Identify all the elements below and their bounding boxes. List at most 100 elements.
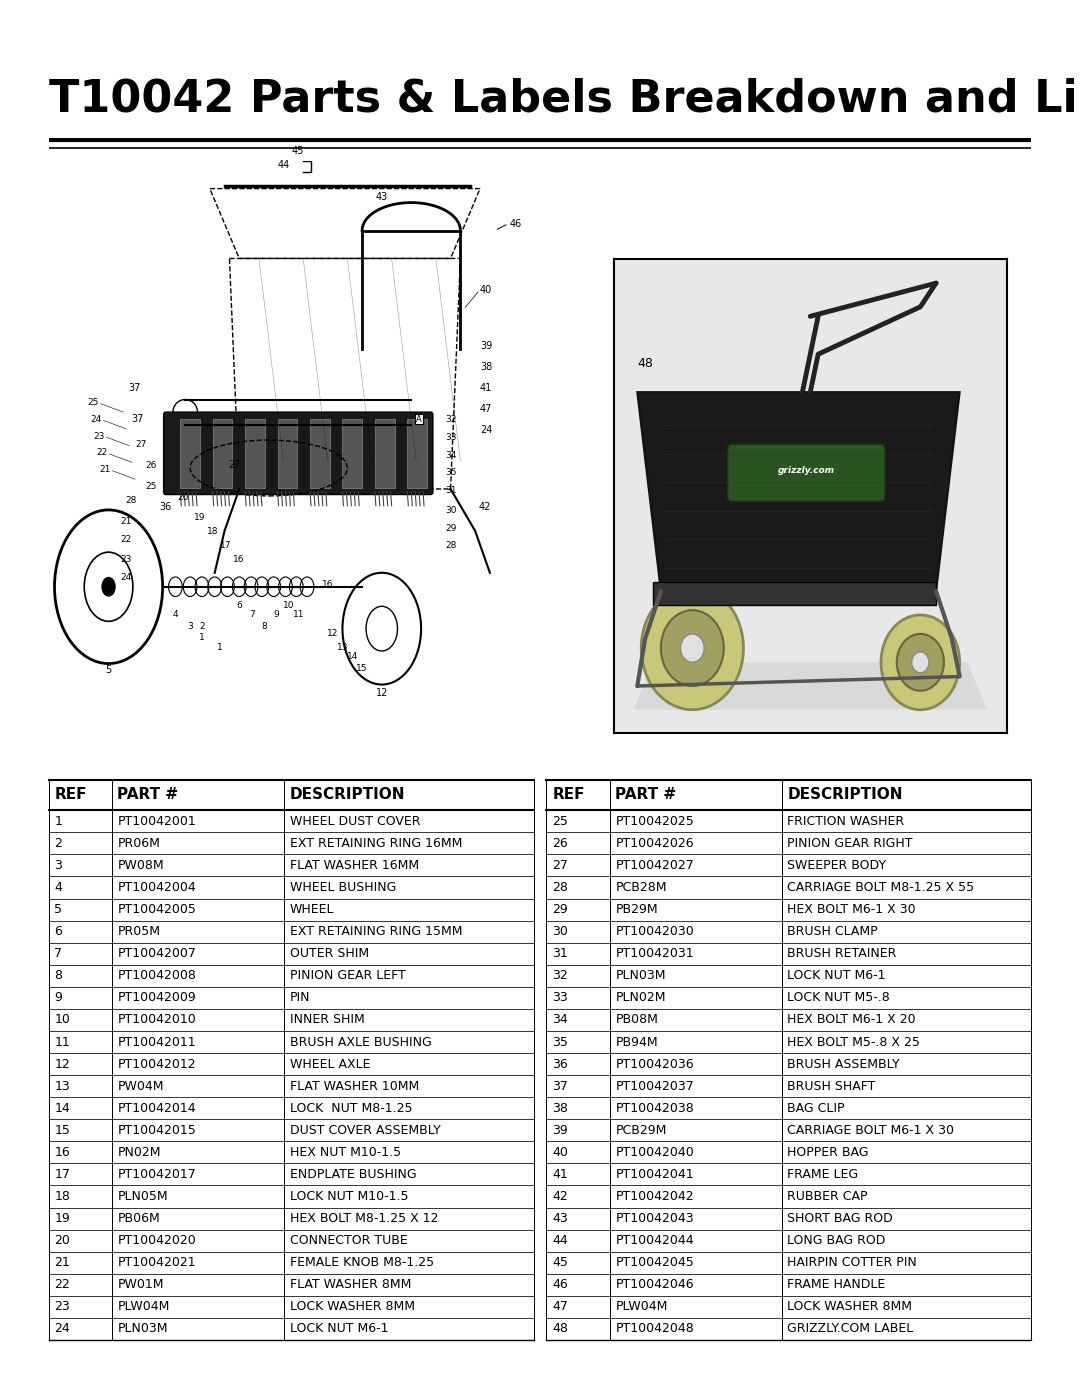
Text: PW01M: PW01M: [118, 1278, 164, 1291]
Text: 41: 41: [481, 383, 492, 393]
Text: 19: 19: [54, 1213, 70, 1225]
Text: 23: 23: [93, 432, 105, 440]
Text: PCB29M: PCB29M: [616, 1123, 666, 1137]
Bar: [407, 419, 427, 488]
Text: PT10042036: PT10042036: [616, 1058, 694, 1070]
Text: 23: 23: [54, 1301, 70, 1313]
Text: 40: 40: [481, 285, 492, 295]
Text: PT10042007: PT10042007: [118, 947, 197, 960]
Text: A: A: [416, 415, 422, 423]
Text: REF: REF: [54, 788, 86, 802]
Text: LONG BAG ROD: LONG BAG ROD: [787, 1234, 886, 1248]
Text: PART #: PART #: [118, 788, 178, 802]
Text: EXT RETAINING RING 16MM: EXT RETAINING RING 16MM: [289, 837, 462, 849]
Text: PT10042038: PT10042038: [616, 1102, 694, 1115]
Text: PART #: PART #: [616, 788, 676, 802]
Text: DESCRIPTION: DESCRIPTION: [787, 788, 903, 802]
Bar: [245, 419, 265, 488]
Text: 5: 5: [54, 902, 63, 916]
Text: 29: 29: [446, 524, 457, 532]
Text: 31: 31: [552, 947, 568, 960]
Text: 22: 22: [121, 535, 132, 543]
Text: FRAME HANDLE: FRAME HANDLE: [787, 1278, 886, 1291]
Text: 8: 8: [261, 622, 267, 630]
Text: HAIRPIN COTTER PIN: HAIRPIN COTTER PIN: [787, 1256, 917, 1270]
Text: PCB28M: PCB28M: [616, 882, 666, 894]
Text: PW04M: PW04M: [118, 1080, 164, 1092]
Text: 36: 36: [160, 502, 172, 511]
Text: PR05M: PR05M: [118, 925, 161, 939]
Text: 19: 19: [194, 513, 205, 521]
Text: SHORT BAG ROD: SHORT BAG ROD: [787, 1213, 893, 1225]
Text: PB94M: PB94M: [616, 1035, 658, 1049]
Text: 34: 34: [446, 451, 457, 460]
Text: WHEEL BUSHING: WHEEL BUSHING: [289, 882, 396, 894]
Circle shape: [912, 652, 929, 673]
Text: LOCK NUT M6-1: LOCK NUT M6-1: [787, 970, 886, 982]
Text: HEX NUT M10-1.5: HEX NUT M10-1.5: [289, 1146, 401, 1160]
Text: FLAT WASHER 10MM: FLAT WASHER 10MM: [289, 1080, 419, 1092]
Text: WHEEL DUST COVER: WHEEL DUST COVER: [289, 814, 420, 828]
Circle shape: [680, 634, 704, 662]
Text: WHEEL AXLE: WHEEL AXLE: [289, 1058, 370, 1070]
Text: 28: 28: [552, 882, 568, 894]
Text: 37: 37: [129, 383, 141, 393]
Text: PT10042042: PT10042042: [616, 1190, 694, 1203]
Text: 32: 32: [552, 970, 568, 982]
Bar: [653, 581, 936, 605]
Text: 5: 5: [106, 665, 111, 675]
Text: 17: 17: [219, 541, 231, 549]
Text: HEX BOLT M8-1.25 X 12: HEX BOLT M8-1.25 X 12: [289, 1213, 438, 1225]
Text: 39: 39: [481, 341, 492, 351]
Bar: [310, 419, 329, 488]
Text: BAG CLIP: BAG CLIP: [787, 1102, 845, 1115]
Text: 37: 37: [132, 414, 144, 423]
Text: 44: 44: [552, 1234, 568, 1248]
Text: 36: 36: [552, 1058, 568, 1070]
Text: DUST COVER ASSEMBLY: DUST COVER ASSEMBLY: [289, 1123, 441, 1137]
Text: HEX BOLT M6-1 X 20: HEX BOLT M6-1 X 20: [787, 1013, 916, 1027]
Bar: [342, 419, 362, 488]
Text: 22: 22: [96, 448, 108, 457]
Text: 2: 2: [54, 837, 63, 849]
Text: LOCK  NUT M8-1.25: LOCK NUT M8-1.25: [289, 1102, 413, 1115]
Text: 39: 39: [552, 1123, 568, 1137]
Text: 26: 26: [552, 837, 568, 849]
Text: 8: 8: [54, 970, 63, 982]
Text: 17: 17: [54, 1168, 70, 1180]
FancyBboxPatch shape: [728, 444, 885, 502]
Text: SWEEPER BODY: SWEEPER BODY: [787, 859, 887, 872]
Text: 45: 45: [292, 145, 305, 155]
Text: 12: 12: [376, 687, 388, 697]
Text: 3: 3: [187, 622, 193, 630]
Text: 16: 16: [232, 555, 244, 563]
Text: 20: 20: [54, 1234, 70, 1248]
Circle shape: [103, 577, 116, 597]
Text: PT10042043: PT10042043: [616, 1213, 694, 1225]
Text: PT10042008: PT10042008: [118, 970, 197, 982]
Text: 27: 27: [228, 460, 241, 469]
Text: 18: 18: [207, 527, 218, 535]
Text: 14: 14: [347, 652, 357, 661]
Text: 21: 21: [99, 465, 110, 474]
Circle shape: [661, 610, 724, 686]
Text: 37: 37: [552, 1080, 568, 1092]
Circle shape: [881, 615, 960, 710]
Bar: [375, 419, 394, 488]
Text: PT10042021: PT10042021: [118, 1256, 197, 1270]
Text: 34: 34: [552, 1013, 568, 1027]
Text: PT10042011: PT10042011: [118, 1035, 197, 1049]
Text: 28: 28: [446, 541, 457, 549]
Text: LOCK WASHER 8MM: LOCK WASHER 8MM: [289, 1301, 415, 1313]
Text: LOCK NUT M6-1: LOCK NUT M6-1: [289, 1323, 388, 1336]
Text: PT10042037: PT10042037: [616, 1080, 694, 1092]
Text: 48: 48: [637, 358, 653, 370]
Text: 44: 44: [278, 159, 289, 169]
Text: 35: 35: [446, 468, 457, 476]
Text: 31: 31: [446, 486, 457, 495]
Text: 46: 46: [510, 218, 522, 229]
Text: 42: 42: [478, 502, 490, 511]
Text: 16: 16: [322, 580, 334, 588]
Text: PT10042040: PT10042040: [616, 1146, 694, 1160]
Text: PT10042025: PT10042025: [616, 814, 694, 828]
